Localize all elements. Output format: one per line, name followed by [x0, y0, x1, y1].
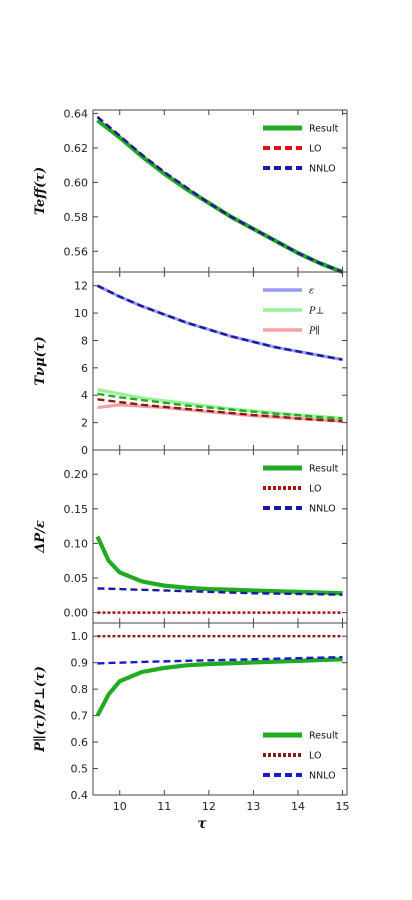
series-line-1 [95, 535, 343, 596]
panel-3: 0.00 0.05 0.10 0.15 0.20 Result LO NNLO ΔP/ε [33, 449, 348, 624]
series-line-1 [96, 284, 343, 362]
panel-frame [92, 622, 348, 796]
legend-label: NNLO [309, 164, 336, 175]
y-tick-label: 6 [81, 362, 88, 375]
y-tick-label: 0.8 [71, 683, 89, 696]
y-tick-label: 0.64 [64, 107, 89, 120]
x-tick-label: 13 [246, 800, 260, 813]
series-line-5 [97, 392, 343, 420]
series-line-1 [95, 657, 343, 717]
y-tick-label: 0.10 [64, 537, 89, 550]
y-tick-label: 0.58 [64, 211, 89, 224]
legend-label: Result [309, 124, 339, 135]
y-axis-label-4: P∥(τ)/P⊥(τ) [33, 666, 48, 753]
legend-label: P∥ [308, 326, 320, 337]
legend-label: P⊥ [308, 306, 324, 317]
x-tick-label: 11 [157, 800, 171, 813]
series-line-3 [97, 655, 343, 665]
series-line-3 [96, 115, 343, 274]
y-tick-label: 8 [81, 334, 88, 347]
y-tick-label: 2 [81, 417, 88, 430]
y-tick-label: 1.0 [71, 630, 89, 643]
legend-label: LO [309, 751, 321, 762]
panel-frame [92, 449, 348, 624]
y-tick-label: 10 [74, 307, 88, 320]
panel-4: 0.4 0.5 0.6 0.7 0.8 0.9 1.0 Result LO NNLO P∥(τ)/P… [33, 622, 348, 802]
y-tick-label: 0.15 [64, 503, 89, 516]
y-tick-label: 0.6 [71, 736, 89, 749]
panel-2: 0 2 4 6 8 10 12 ε P⊥ P∥ Tνμ(τ) [33, 271, 348, 457]
legend-label: Result [309, 464, 339, 475]
x-tick-label: 14 [291, 800, 305, 813]
legend-label: Result [309, 731, 339, 742]
y-tick-label: 0.56 [64, 245, 89, 258]
legend-label: NNLO [309, 771, 336, 782]
y-axis-label-2: Tνμ(τ) [33, 336, 48, 385]
y-tick-label: 0.7 [71, 710, 89, 723]
panel-1: 0.56 0.58 0.60 0.62 0.64 Result LO NNLO Teff(τ) [33, 107, 348, 274]
y-tick-label: 0.5 [71, 763, 89, 776]
legend-label: LO [309, 144, 321, 155]
y-tick-label: 0.05 [64, 572, 89, 585]
x-tick-label: 15 [336, 800, 350, 813]
panel-frame [92, 271, 348, 451]
y-tick-label: 0.9 [71, 657, 89, 670]
x-tick-labels: 10 11 12 13 14 15 [113, 800, 350, 813]
x-tick-label: 12 [202, 800, 216, 813]
y-axis-label-1: Teff(τ) [33, 167, 48, 215]
y-tick-label: 0.4 [71, 789, 89, 802]
series-line-4 [96, 284, 343, 361]
y-tick-label: 0.00 [64, 607, 89, 620]
y-tick-label: 0.20 [64, 468, 89, 481]
y-tick-label: 0 [81, 444, 88, 457]
legend-label: NNLO [309, 504, 336, 515]
series-line-6 [97, 398, 343, 423]
y-tick-label: 12 [74, 280, 88, 293]
x-axis-label: τ [197, 816, 207, 832]
y-axis-label-3: ΔP/ε [33, 520, 48, 554]
y-tick-label: 4 [81, 389, 88, 402]
y-tick-label: 0.60 [64, 176, 89, 189]
legend-label: ε [309, 286, 314, 297]
y-tick-label: 0.62 [64, 142, 89, 155]
series-line-3 [97, 587, 343, 596]
series-line-2 [96, 115, 343, 274]
series-line-1 [96, 118, 344, 274]
legend-label: LO [309, 484, 321, 495]
x-tick-label: 10 [113, 800, 127, 813]
